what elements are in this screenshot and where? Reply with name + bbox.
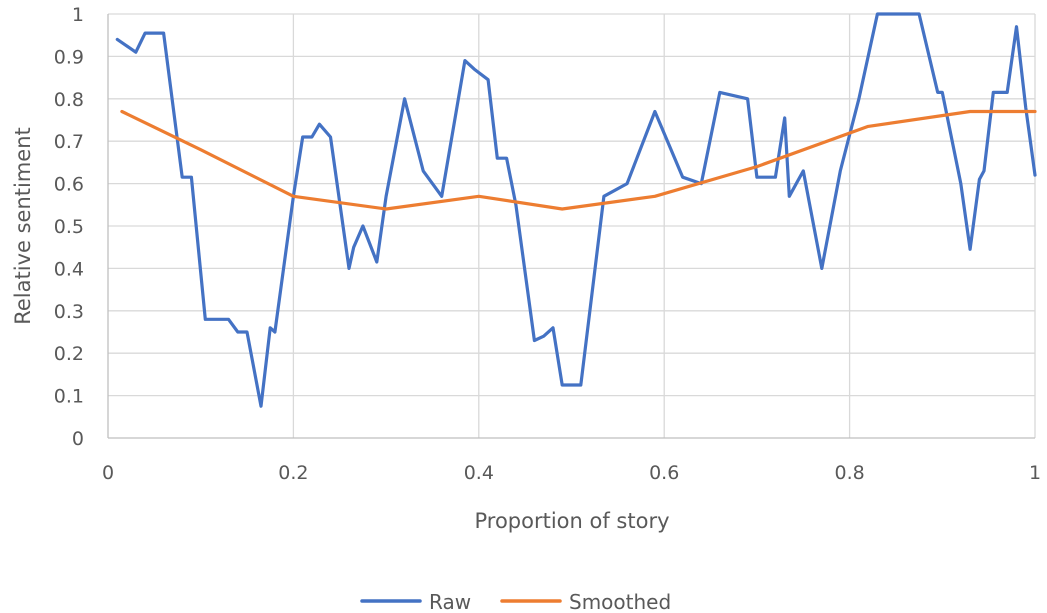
- y-tick-label: 0: [72, 428, 84, 450]
- x-tick-label: 0: [102, 462, 114, 484]
- tick-labels: 0 0.1 0.2 0.3 0.4 0.5 0.6 0.7 0.8 0.9 1 0 0.2 0.4 0.6 0…: [54, 4, 1041, 484]
- y-tick-label: 0.3: [54, 301, 84, 323]
- axes: [107, 14, 1035, 439]
- legend: Raw Smoothed: [360, 590, 671, 613]
- y-tick-label: 1: [72, 4, 84, 26]
- series-lines: [115, 12, 1037, 408]
- y-tick-label: 0.8: [54, 89, 84, 111]
- y-tick-label: 0.5: [54, 216, 84, 238]
- x-tick-label: 0.8: [834, 462, 864, 484]
- y-tick-label: 0.1: [54, 386, 84, 408]
- x-tick-label: 0.6: [649, 462, 679, 484]
- y-tick-label: 0.4: [54, 258, 84, 280]
- series-line-smoothed: [120, 109, 1037, 211]
- y-tick-label: 0.6: [54, 174, 84, 196]
- x-tick-label: 1: [1029, 462, 1041, 484]
- legend-label-raw: Raw: [429, 590, 471, 613]
- x-tick-label: 0.4: [464, 462, 494, 484]
- legend-label-smoothed: Smoothed: [569, 590, 671, 613]
- y-tick-label: 0.2: [54, 343, 84, 365]
- series-line-raw: [115, 12, 1037, 408]
- x-tick-label: 0.2: [278, 462, 308, 484]
- grid: [108, 13, 1036, 438]
- y-axis-title: Relative sentiment: [11, 127, 35, 325]
- y-tick-label: 0.7: [54, 131, 84, 153]
- y-tick-label: 0.9: [54, 46, 84, 68]
- x-axis-title: Proportion of story: [474, 509, 669, 533]
